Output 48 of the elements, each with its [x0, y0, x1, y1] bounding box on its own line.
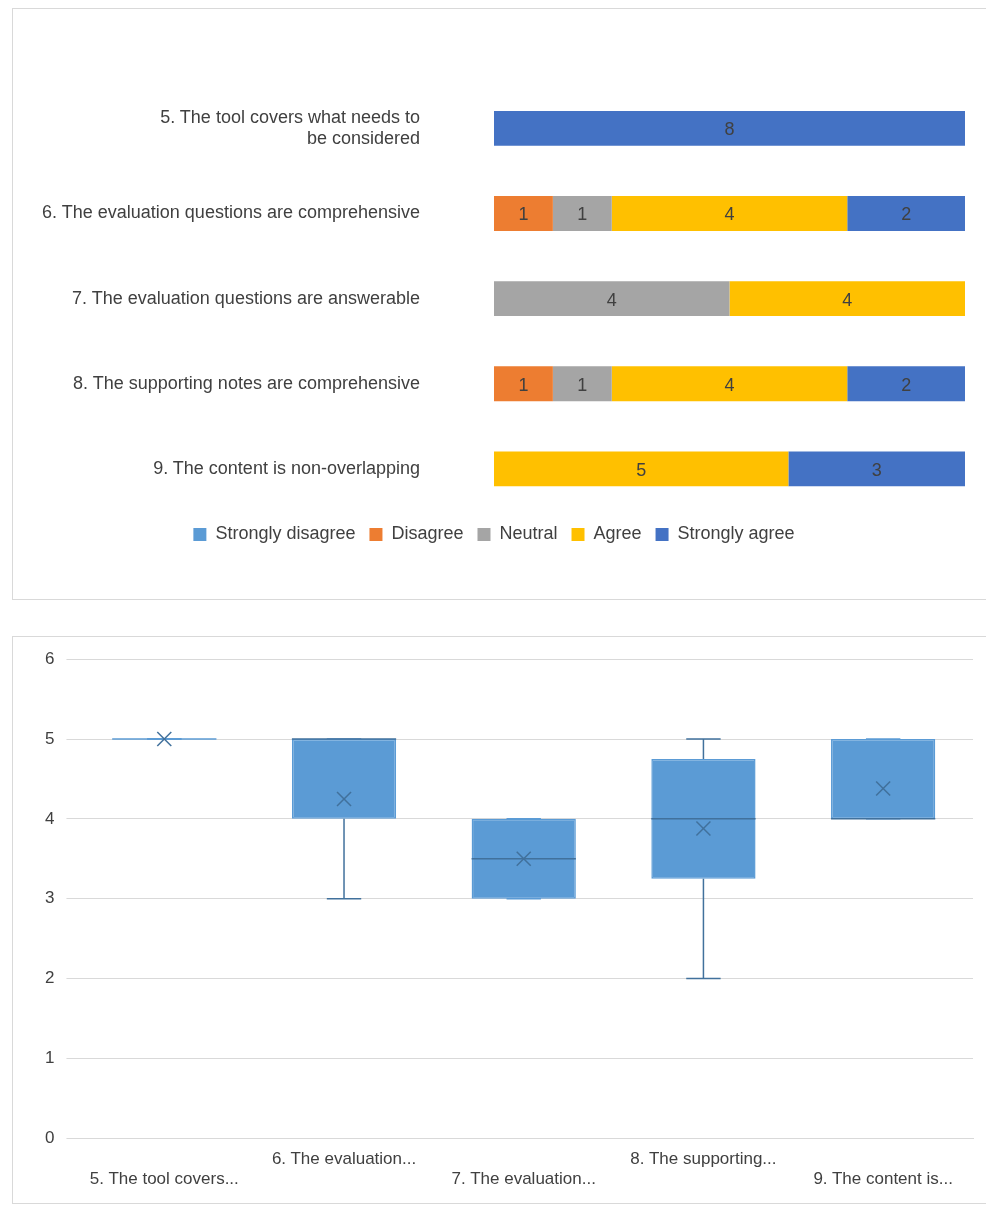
x-tick-label: 6. The evaluation... — [271, 1149, 417, 1169]
legend-label: Neutral — [499, 523, 558, 544]
y-tick-label: 5. The tool covers what needs to be considered — [160, 106, 420, 149]
data-label: 5 — [636, 459, 647, 480]
bar — [552, 196, 612, 231]
data-label: 2 — [901, 204, 912, 225]
bar — [494, 281, 730, 317]
y-tick-label: 1 — [44, 1048, 55, 1068]
y-tick-label: 3 — [44, 888, 55, 908]
y-tick-label: 6 — [44, 648, 55, 668]
data-label: 4 — [606, 289, 617, 310]
data-label: 4 — [724, 374, 735, 395]
data-label: 1 — [577, 204, 588, 225]
data-label: 8 — [724, 119, 735, 140]
y-tick-label: 9. The content is non-overlapping — [153, 457, 420, 478]
data-label: 1 — [518, 374, 529, 395]
data-label: 1 — [518, 204, 529, 225]
bar — [611, 196, 848, 231]
bar — [494, 196, 553, 231]
x-tick-label: 5. The tool covers... — [89, 1169, 239, 1189]
data-label: 4 — [724, 204, 735, 225]
y-tick-label: 8. The supporting notes are comprehensive — [73, 372, 420, 393]
bar — [611, 366, 848, 402]
legend-label: Strongly disagree — [215, 523, 356, 544]
data-label: 1 — [577, 374, 588, 395]
legend-label: Agree — [593, 523, 642, 544]
bar — [552, 366, 612, 402]
y-tick-label: 4 — [44, 808, 55, 828]
y-tick-label: 0 — [44, 1127, 55, 1147]
bar — [847, 366, 965, 402]
bar — [847, 196, 965, 231]
data-label: 3 — [871, 459, 882, 480]
bar — [494, 110, 965, 146]
y-tick-label: 6. The evaluation questions are comprehensive — [42, 202, 420, 223]
data-label: 4 — [842, 289, 853, 310]
x-tick-label: 8. The supporting... — [630, 1149, 777, 1169]
legend-label: Disagree — [391, 523, 464, 544]
x-tick-label: 7. The evaluation... — [451, 1169, 596, 1189]
bar — [494, 366, 553, 402]
legend-label: Strongly agree — [677, 523, 795, 544]
y-tick-label: 2 — [44, 968, 55, 988]
y-tick-label: 7. The evaluation questions are answerable — [72, 287, 420, 308]
bar — [494, 451, 789, 487]
data-label: 2 — [901, 374, 912, 395]
x-tick-label: 9. The content is... — [813, 1169, 953, 1189]
bar — [729, 281, 965, 317]
bar — [788, 451, 965, 487]
y-tick-label: 5 — [44, 728, 55, 748]
